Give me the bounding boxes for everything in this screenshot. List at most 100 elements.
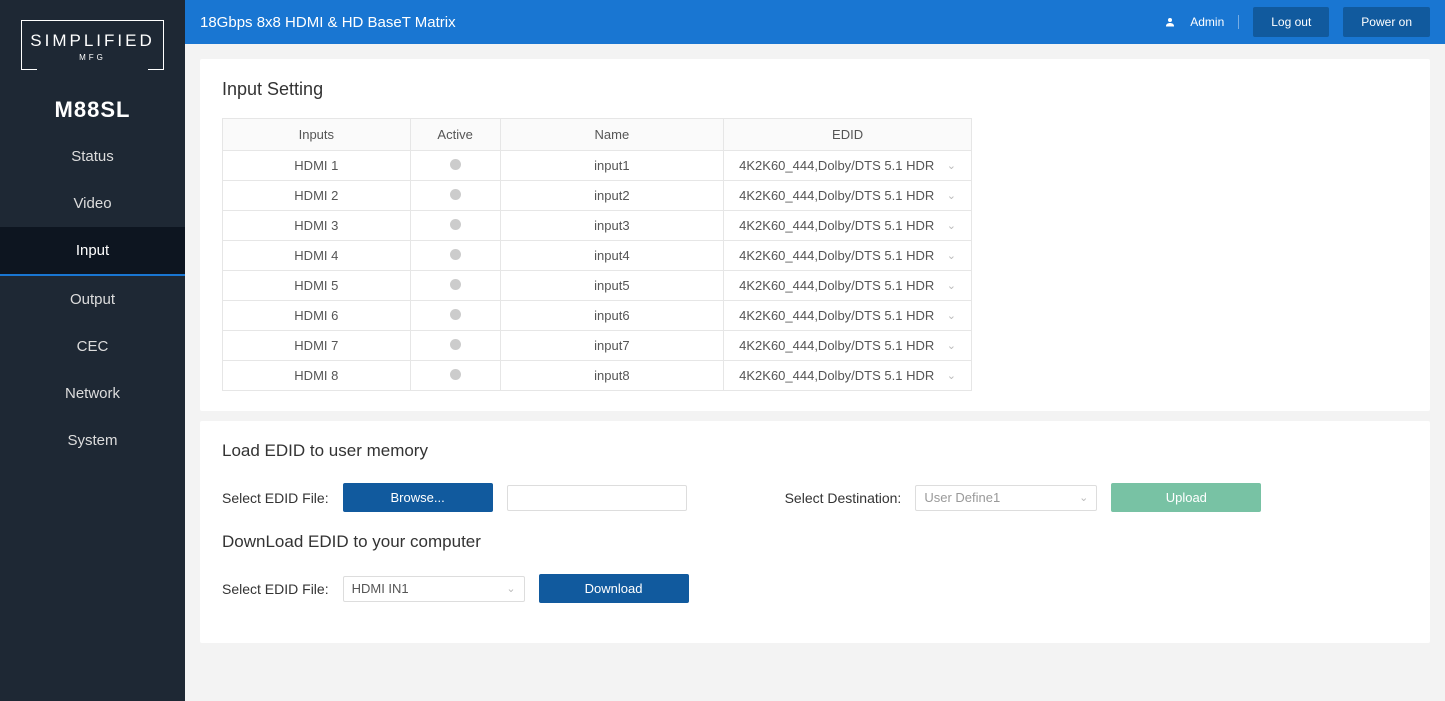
nav-item-status[interactable]: Status	[0, 133, 185, 180]
nav-item-input[interactable]: Input	[0, 227, 185, 276]
edid-value: 4K2K60_444,Dolby/DTS 5.1 HDR	[739, 338, 934, 353]
cell-name[interactable]: input7	[500, 331, 724, 361]
load-edid-title: Load EDID to user memory	[222, 441, 1408, 461]
destination-select[interactable]: User Define1 ⌄	[915, 485, 1097, 511]
cell-edid[interactable]: 4K2K60_444,Dolby/DTS 5.1 HDR ⌄	[724, 151, 972, 181]
edid-value: 4K2K60_444,Dolby/DTS 5.1 HDR	[739, 278, 934, 293]
edid-value: 4K2K60_444,Dolby/DTS 5.1 HDR	[739, 158, 934, 173]
cell-input: HDMI 4	[223, 241, 411, 271]
nav-item-system[interactable]: System	[0, 417, 185, 464]
input-setting-title: Input Setting	[222, 79, 1408, 100]
active-indicator-icon	[450, 339, 461, 350]
cell-active	[410, 301, 500, 331]
edid-value: 4K2K60_444,Dolby/DTS 5.1 HDR	[739, 188, 934, 203]
active-indicator-icon	[450, 249, 461, 260]
chevron-down-icon: ⌄	[947, 219, 956, 232]
user-icon	[1164, 16, 1176, 28]
table-row: HDMI 1input14K2K60_444,Dolby/DTS 5.1 HDR…	[223, 151, 972, 181]
download-button[interactable]: Download	[539, 574, 689, 603]
page-title: 18Gbps 8x8 HDMI & HD BaseT Matrix	[200, 14, 456, 31]
edid-panel: Load EDID to user memory Select EDID Fil…	[200, 421, 1430, 643]
chevron-down-icon: ⌄	[947, 339, 956, 352]
power-button[interactable]: Power on	[1343, 7, 1430, 37]
input-setting-panel: Input Setting Inputs Active Name EDID HD…	[200, 59, 1430, 411]
th-inputs: Inputs	[223, 119, 411, 151]
nav-item-output[interactable]: Output	[0, 276, 185, 323]
chevron-down-icon: ⌄	[506, 582, 515, 595]
model-label: M88SL	[0, 97, 185, 123]
cell-input: HDMI 2	[223, 181, 411, 211]
nav-item-video[interactable]: Video	[0, 180, 185, 227]
active-indicator-icon	[450, 189, 461, 200]
user-name: Admin	[1190, 15, 1239, 29]
cell-edid[interactable]: 4K2K60_444,Dolby/DTS 5.1 HDR ⌄	[724, 211, 972, 241]
cell-input: HDMI 1	[223, 151, 411, 181]
cell-input: HDMI 6	[223, 301, 411, 331]
destination-value: User Define1	[924, 490, 1000, 505]
download-edid-title: DownLoad EDID to your computer	[222, 532, 1408, 552]
table-row: HDMI 8input84K2K60_444,Dolby/DTS 5.1 HDR…	[223, 361, 972, 391]
active-indicator-icon	[450, 219, 461, 230]
select-file-label: Select EDID File:	[222, 490, 329, 506]
chevron-down-icon: ⌄	[947, 189, 956, 202]
th-name: Name	[500, 119, 724, 151]
cell-name[interactable]: input4	[500, 241, 724, 271]
table-row: HDMI 4input44K2K60_444,Dolby/DTS 5.1 HDR…	[223, 241, 972, 271]
main: 18Gbps 8x8 HDMI & HD BaseT Matrix Admin …	[185, 0, 1445, 701]
table-row: HDMI 5input54K2K60_444,Dolby/DTS 5.1 HDR…	[223, 271, 972, 301]
file-input[interactable]	[507, 485, 687, 511]
edid-value: 4K2K60_444,Dolby/DTS 5.1 HDR	[739, 248, 934, 263]
cell-edid[interactable]: 4K2K60_444,Dolby/DTS 5.1 HDR⌄	[724, 301, 972, 331]
chevron-down-icon: ⌄	[947, 369, 956, 382]
brand-name: SIMPLIFIED	[30, 31, 154, 51]
cell-edid[interactable]: 4K2K60_444,Dolby/DTS 5.1 HDR ⌄	[724, 361, 972, 391]
topbar: 18Gbps 8x8 HDMI & HD BaseT Matrix Admin …	[185, 0, 1445, 44]
table-row: HDMI 6 input64K2K60_444,Dolby/DTS 5.1 HDR…	[223, 301, 972, 331]
cell-edid[interactable]: 4K2K60_444,Dolby/DTS 5.1 HDR⌄	[724, 271, 972, 301]
cell-edid[interactable]: 4K2K60_444,Dolby/DTS 5.1 HDR ⌄	[724, 241, 972, 271]
th-edid: EDID	[724, 119, 972, 151]
active-indicator-icon	[450, 279, 461, 290]
source-value: HDMI IN1	[352, 581, 409, 596]
cell-input: HDMI 3	[223, 211, 411, 241]
cell-input: HDMI 5	[223, 271, 411, 301]
table-row: HDMI 3input34K2K60_444,Dolby/DTS 5.1 HDR…	[223, 211, 972, 241]
nav-list: StatusVideoInputOutputCECNetworkSystem	[0, 133, 185, 464]
upload-button[interactable]: Upload	[1111, 483, 1261, 512]
cell-edid[interactable]: 4K2K60_444,Dolby/DTS 5.1 HDR ⌄	[724, 331, 972, 361]
input-table: Inputs Active Name EDID HDMI 1 input1 4K2K…	[222, 118, 972, 391]
nav-item-cec[interactable]: CEC	[0, 323, 185, 370]
chevron-down-icon: ⌄	[947, 159, 956, 172]
cell-name[interactable]: input8	[500, 361, 724, 391]
select-file-label-2: Select EDID File:	[222, 581, 329, 597]
cell-name[interactable]: input5	[500, 271, 724, 301]
cell-name[interactable]: input1	[500, 151, 724, 181]
logout-button[interactable]: Log out	[1253, 7, 1329, 37]
cell-active	[410, 331, 500, 361]
th-active: Active	[410, 119, 500, 151]
active-indicator-icon	[450, 159, 461, 170]
browse-button[interactable]: Browse...	[343, 483, 493, 512]
table-row: HDMI 2input24K2K60_444,Dolby/DTS 5.1 HDR…	[223, 181, 972, 211]
select-dest-label: Select Destination:	[785, 490, 902, 506]
cell-name[interactable]: input2	[500, 181, 724, 211]
active-indicator-icon	[450, 309, 461, 320]
cell-active	[410, 181, 500, 211]
cell-active	[410, 361, 500, 391]
cell-edid[interactable]: 4K2K60_444,Dolby/DTS 5.1 HDR ⌄	[724, 181, 972, 211]
source-select[interactable]: HDMI IN1 ⌄	[343, 576, 525, 602]
cell-input: HDMI 8	[223, 361, 411, 391]
nav-item-network[interactable]: Network	[0, 370, 185, 417]
edid-value: 4K2K60_444,Dolby/DTS 5.1 HDR	[739, 218, 934, 233]
cell-name[interactable]: input6	[500, 301, 724, 331]
cell-active	[410, 241, 500, 271]
content: Input Setting Inputs Active Name EDID HD…	[185, 44, 1445, 668]
chevron-down-icon: ⌄	[947, 249, 956, 262]
chevron-down-icon: ⌄	[947, 309, 956, 322]
logo: SIMPLIFIED MFG	[0, 0, 185, 82]
sidebar: SIMPLIFIED MFG M88SL StatusVideoInputOut…	[0, 0, 185, 701]
cell-name[interactable]: input3	[500, 211, 724, 241]
cell-active	[410, 151, 500, 181]
brand-sub: MFG	[30, 53, 154, 70]
edid-value: 4K2K60_444,Dolby/DTS 5.1 HDR	[739, 368, 934, 383]
